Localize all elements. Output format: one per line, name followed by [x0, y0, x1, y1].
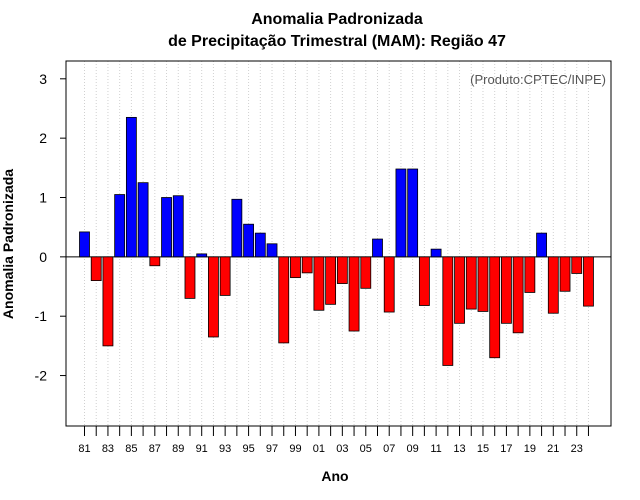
y-tick-label: -2: [35, 368, 48, 384]
x-tick-label: 91: [196, 443, 208, 455]
bar-03: [336, 256, 348, 284]
x-tick-label: 03: [336, 443, 348, 455]
bar-93: [219, 256, 231, 296]
x-tick-label: 13: [453, 443, 465, 455]
bar-88: [161, 197, 172, 258]
y-tick-label: 1: [39, 190, 47, 206]
y-axis: -2 -1 0 1 2 3: [35, 71, 66, 384]
bar-82: [90, 256, 102, 281]
bar-87: [149, 256, 161, 267]
bar-90: [184, 256, 196, 299]
x-tick-label: 87: [149, 443, 161, 455]
y-tick-label: 2: [39, 130, 47, 146]
y-axis-title: Anomalia Padronizada: [0, 169, 16, 319]
y-tick-label: -1: [35, 308, 48, 324]
x-tick-label: 83: [102, 443, 114, 455]
bar-99: [290, 256, 301, 279]
bar-89: [172, 195, 184, 258]
bar-01: [313, 256, 325, 311]
bar-18: [512, 256, 524, 334]
bar-95: [243, 223, 254, 258]
bars-group: [79, 116, 594, 366]
x-tick-label: 11: [430, 443, 441, 455]
x-tick-label: 07: [383, 443, 395, 455]
bar-84: [114, 194, 126, 258]
bar-04: [348, 256, 360, 332]
x-tick-label: 15: [477, 443, 489, 455]
bar-09: [407, 168, 419, 258]
x-tick-label: 21: [547, 443, 559, 455]
x-tick-label: 17: [500, 443, 512, 455]
bar-81: [79, 231, 90, 258]
x-tick-label: 19: [524, 443, 536, 455]
bar-15: [477, 256, 489, 312]
bar-11: [430, 248, 442, 258]
bar-13: [454, 256, 465, 324]
x-tick-label: 99: [289, 443, 301, 455]
bar-97: [266, 243, 278, 258]
x-tick-label: 01: [313, 443, 325, 455]
x-tick-label: 89: [172, 443, 184, 455]
bar-17: [501, 256, 512, 324]
bar-92: [208, 256, 219, 338]
x-tick-label: 23: [571, 443, 583, 455]
x-tick-label: 97: [266, 443, 278, 455]
chart-subtitle: de Precipitação Trimestral (MAM): Região…: [168, 33, 506, 50]
bar-06: [372, 238, 383, 258]
bar-91: [196, 253, 208, 258]
plot-frame: [65, 60, 612, 427]
x-axis: 81 83 85 87 89 91 93 95 97 99 01 03 05 07 09 11 13 15 17 19…: [78, 426, 589, 455]
bar-19: [524, 256, 536, 293]
bar-00: [301, 256, 313, 274]
bar-20: [536, 232, 547, 258]
bar-94: [231, 198, 243, 258]
bar-86: [137, 182, 149, 258]
x-tick-label: 09: [407, 443, 419, 455]
bar-08: [395, 168, 407, 258]
x-tick-label: 85: [125, 443, 137, 455]
bar-83: [102, 256, 114, 347]
y-tick-label: 3: [39, 71, 47, 87]
bar-22: [559, 256, 571, 292]
y-tick-label: 0: [39, 249, 47, 265]
bar-98: [278, 256, 290, 344]
bar-02: [325, 256, 337, 305]
vertical-grid: [84, 61, 589, 426]
credit-annotation: (Produto:CPTEC/INPE): [470, 72, 606, 87]
bar-16: [489, 256, 501, 359]
x-tick-label: 81: [78, 443, 90, 455]
x-tick-label: 93: [219, 443, 231, 455]
bar-21: [547, 256, 559, 314]
bar-10: [418, 256, 430, 306]
x-axis-title: Ano: [321, 468, 348, 484]
bar-12: [442, 256, 454, 366]
bar-05: [360, 256, 372, 289]
bar-24: [583, 256, 594, 307]
chart-title: Anomalia Padronizada: [251, 11, 423, 28]
bar-23: [571, 256, 583, 274]
bar-07: [383, 256, 395, 313]
x-tick-label: 95: [242, 443, 254, 455]
bar-96: [254, 232, 266, 258]
bar-14: [465, 256, 477, 310]
bar-85: [125, 116, 137, 258]
x-tick-label: 05: [360, 443, 372, 455]
